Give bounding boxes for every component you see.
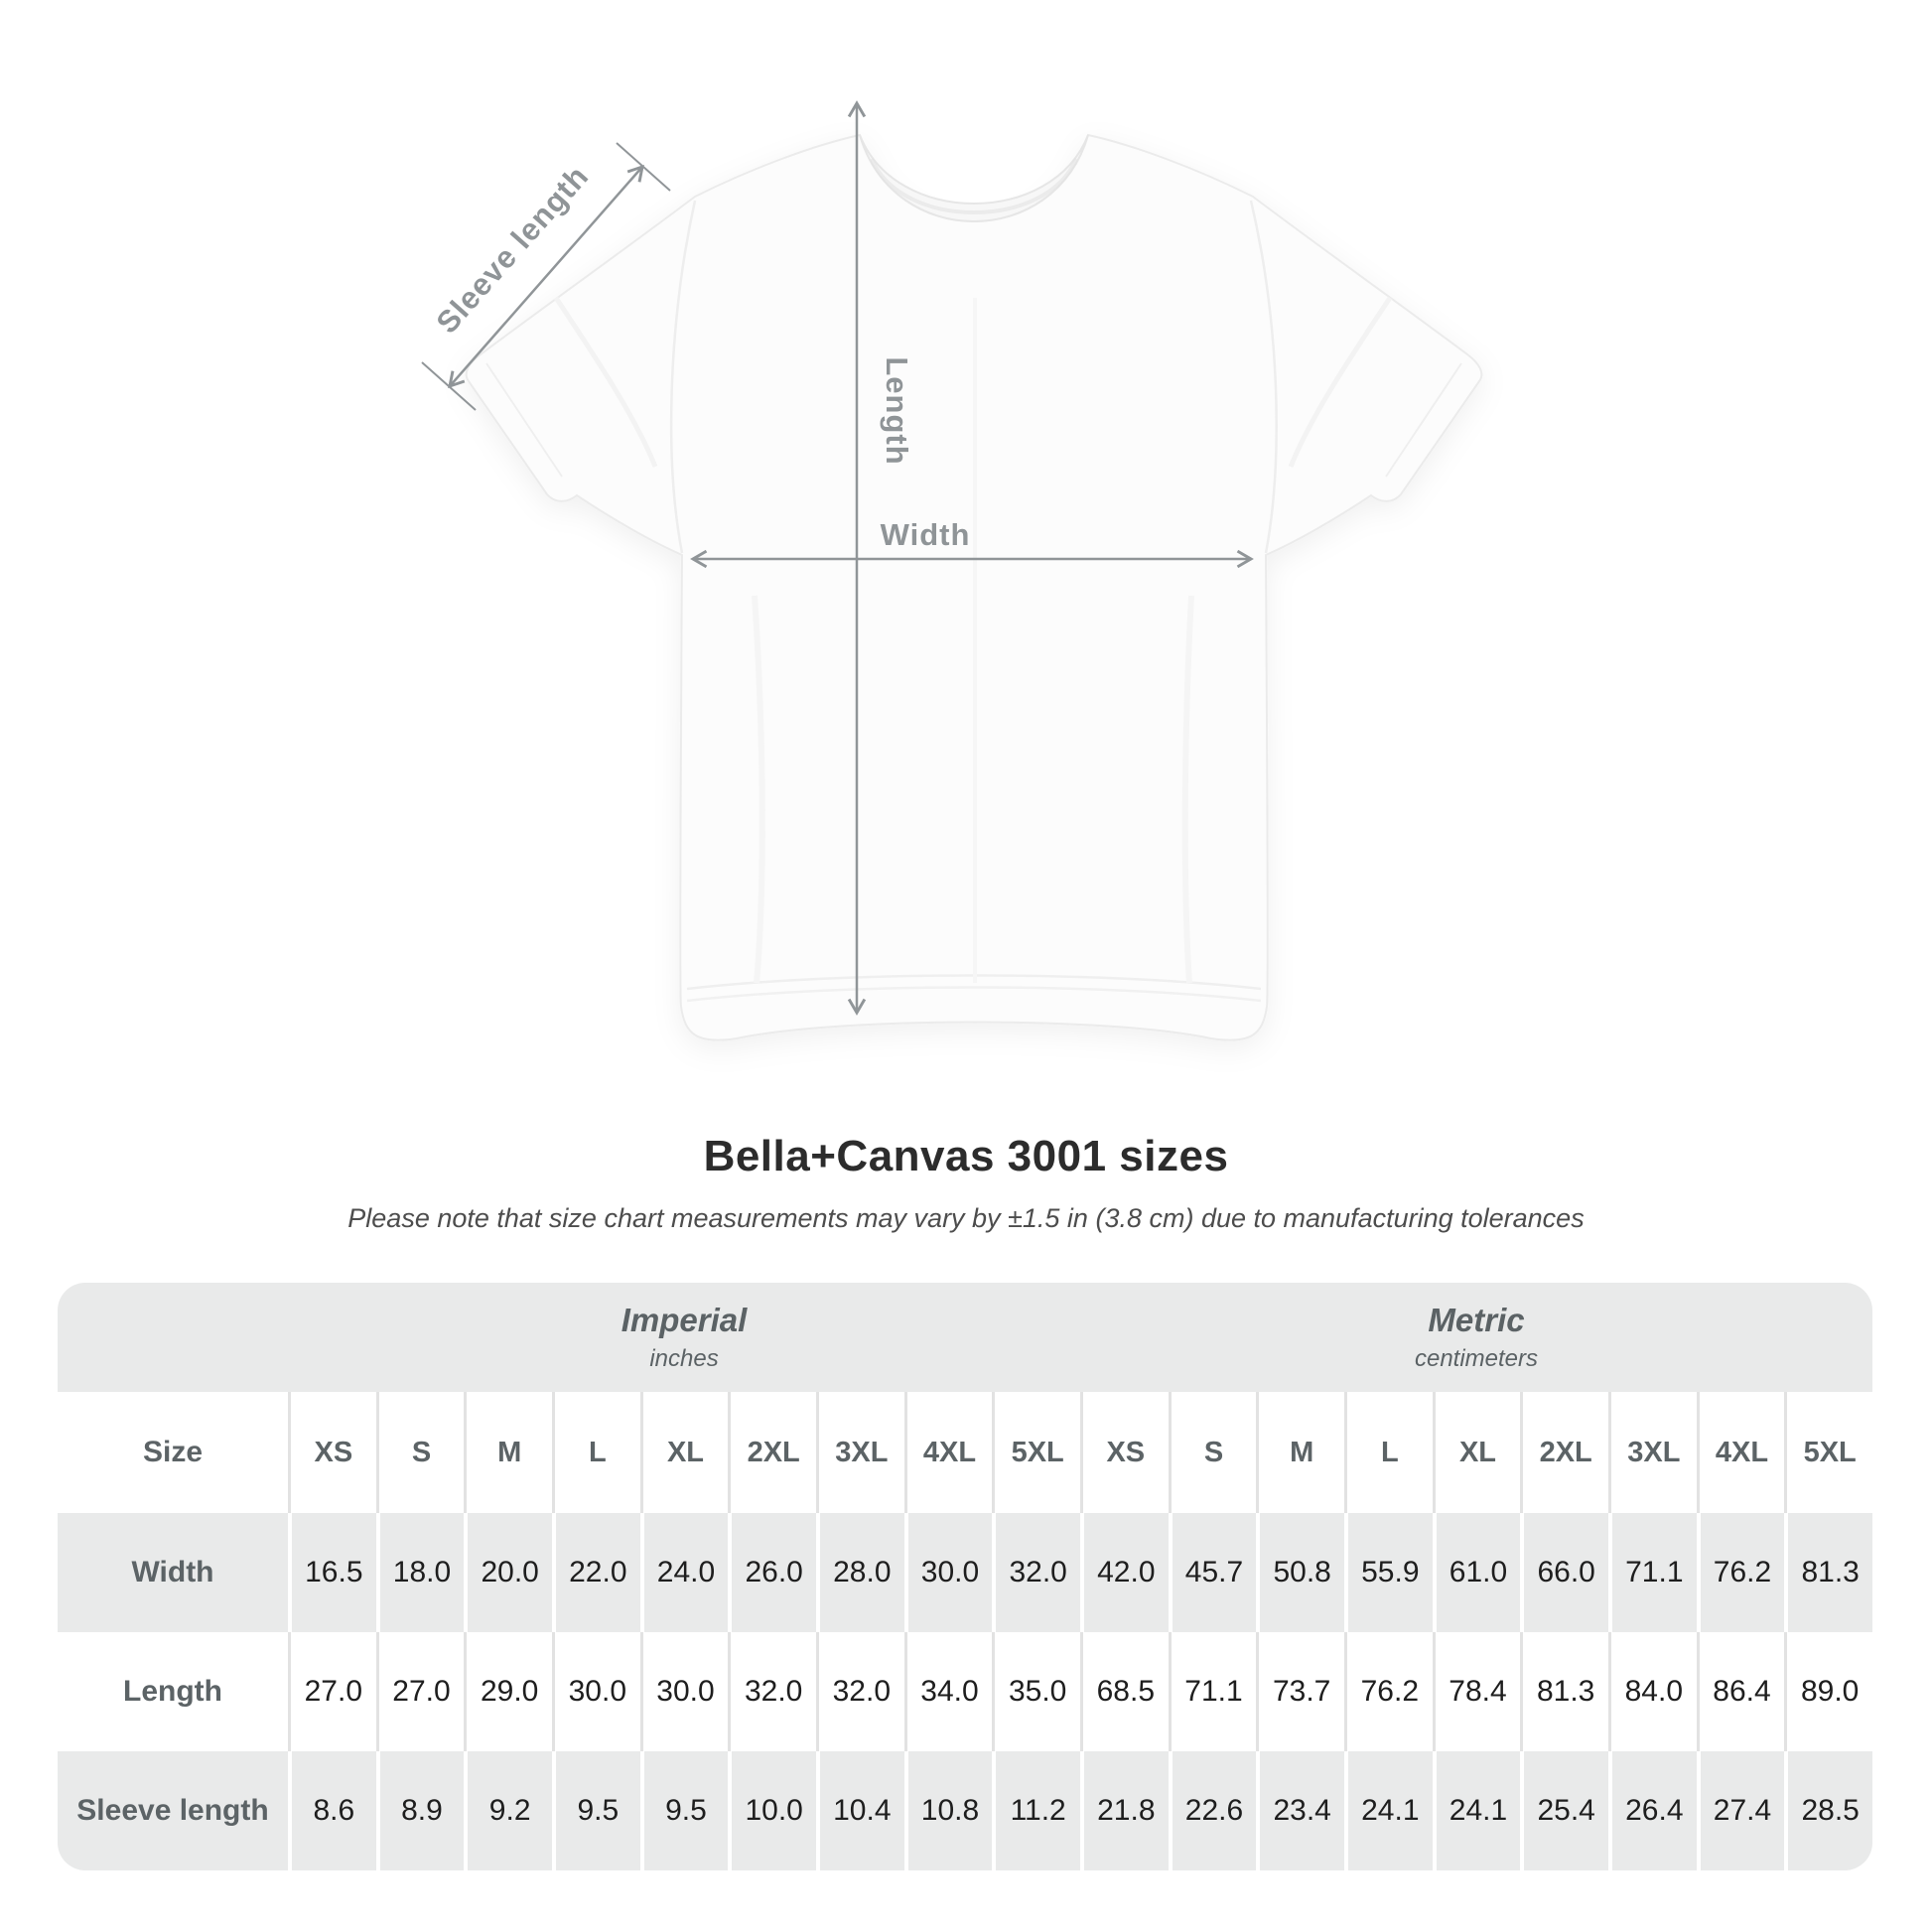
size-column-header: 3XL — [1607, 1392, 1697, 1513]
table-cell: 22.6 — [1168, 1751, 1257, 1870]
size-column-header: L — [1343, 1392, 1433, 1513]
table-cell: 25.4 — [1520, 1751, 1608, 1870]
row-header: Sleeve length — [76, 1794, 269, 1827]
table-cell: 71.1 — [1607, 1513, 1697, 1632]
table-cell: 22.0 — [551, 1513, 640, 1632]
size-column-header: XS — [288, 1392, 376, 1513]
table-cell: 26.0 — [728, 1513, 816, 1632]
length-label: Length — [880, 356, 914, 465]
table-row: Length 27.0 27.0 29.0 30.0 30.0 32.0 32.0 34.0 35… — [58, 1632, 1872, 1751]
table-cell: 34.0 — [903, 1632, 993, 1751]
table-cell: 32.0 — [728, 1632, 816, 1751]
table-cell: 27.0 — [288, 1632, 376, 1751]
table-cell: 24.1 — [1432, 1751, 1521, 1870]
table-cell: 9.5 — [639, 1751, 729, 1870]
table-cell: 24.1 — [1343, 1751, 1433, 1870]
table-cell: 30.0 — [903, 1513, 993, 1632]
table-cell: 8.9 — [375, 1751, 465, 1870]
row-header: Length — [123, 1675, 222, 1708]
width-label: Width — [881, 517, 971, 552]
size-column-header: 4XL — [1696, 1392, 1785, 1513]
table-cell: 61.0 — [1432, 1513, 1521, 1632]
table-cell: 8.6 — [288, 1751, 376, 1870]
table-cell: 28.0 — [815, 1513, 904, 1632]
table-cell: 35.0 — [992, 1632, 1080, 1751]
table-cell: 9.5 — [551, 1751, 640, 1870]
size-table-rows: Size XS S M L XL 2XL 3XL 4XL 5XL XS S M L XL 2XL 3XL 4XL 5… — [58, 1392, 1872, 1870]
table-cell: 30.0 — [639, 1632, 729, 1751]
metric-subtitle: centimeters — [1414, 1345, 1539, 1372]
table-cell: 89.0 — [1784, 1632, 1872, 1751]
row-header: Width — [131, 1556, 214, 1588]
table-cell: 20.0 — [464, 1513, 552, 1632]
table-cell: 73.7 — [1256, 1632, 1344, 1751]
size-column-header: M — [1256, 1392, 1344, 1513]
size-column-header: S — [1168, 1392, 1257, 1513]
size-column-header: XL — [1432, 1392, 1521, 1513]
table-cell: 81.3 — [1520, 1632, 1608, 1751]
imperial-subtitle: inches — [649, 1345, 719, 1372]
table-row: Sleeve length 8.6 8.9 9.2 9.5 9.5 10.0 10.4 10.8… — [58, 1751, 1872, 1870]
metric-title: Metric — [1428, 1302, 1525, 1338]
size-column-header: 2XL — [728, 1392, 816, 1513]
table-cell: 66.0 — [1520, 1513, 1608, 1632]
measurement-annotations — [421, 100, 1254, 1016]
table-cell: 71.1 — [1168, 1632, 1257, 1751]
table-cell: 26.4 — [1607, 1751, 1697, 1870]
imperial-title: Imperial — [621, 1302, 748, 1338]
table-row: Width 16.5 18.0 20.0 22.0 24.0 26.0 28.0 30.0 32.… — [58, 1513, 1872, 1632]
size-column-header: 4XL — [903, 1392, 993, 1513]
imperial-section-header: Imperial inches — [288, 1283, 1080, 1392]
table-cell: 9.2 — [464, 1751, 552, 1870]
table-cell: 27.4 — [1696, 1751, 1785, 1870]
table-cell: 18.0 — [375, 1513, 465, 1632]
size-table: Imperial inches Metric centimeters Size X… — [58, 1283, 1872, 1870]
size-column-header: L — [551, 1392, 640, 1513]
size-column-header: 5XL — [992, 1392, 1080, 1513]
size-column-header: M — [464, 1392, 552, 1513]
size-column-header: 5XL — [1784, 1392, 1872, 1513]
table-cell: 86.4 — [1696, 1632, 1785, 1751]
table-cell: 24.0 — [639, 1513, 729, 1632]
table-cell: 28.5 — [1784, 1751, 1872, 1870]
table-cell: 50.8 — [1256, 1513, 1344, 1632]
table-cell: 21.8 — [1079, 1751, 1169, 1870]
table-cell: 10.0 — [728, 1751, 816, 1870]
page-title: Bella+Canvas 3001 sizes — [703, 1132, 1229, 1180]
table-cell: 84.0 — [1607, 1632, 1697, 1751]
table-cell: 23.4 — [1256, 1751, 1344, 1870]
table-cell: 16.5 — [288, 1513, 376, 1632]
table-cell: 42.0 — [1079, 1513, 1169, 1632]
table-cell: 32.0 — [815, 1632, 904, 1751]
table-cell: 11.2 — [992, 1751, 1080, 1870]
size-corner-header: Size — [142, 1436, 204, 1468]
size-header-row: Size XS S M L XL 2XL 3XL 4XL 5XL XS S M L XL 2XL 3XL 4XL 5… — [58, 1392, 1872, 1513]
tshirt-graphic — [465, 133, 1483, 1041]
table-cell: 10.8 — [903, 1751, 993, 1870]
size-column-header: XL — [639, 1392, 729, 1513]
table-cell: 10.4 — [815, 1751, 904, 1870]
table-cell: 68.5 — [1079, 1632, 1169, 1751]
table-cell: 76.2 — [1696, 1513, 1785, 1632]
table-cell: 55.9 — [1343, 1513, 1433, 1632]
size-column-header: S — [375, 1392, 465, 1513]
table-cell: 78.4 — [1432, 1632, 1521, 1751]
size-column-header: XS — [1079, 1392, 1169, 1513]
units-header-band: Imperial inches Metric centimeters — [58, 1283, 1872, 1392]
table-cell: 27.0 — [375, 1632, 465, 1751]
size-column-header: 2XL — [1520, 1392, 1608, 1513]
table-cell: 32.0 — [992, 1513, 1080, 1632]
table-cell: 81.3 — [1784, 1513, 1872, 1632]
metric-section-header: Metric centimeters — [1080, 1283, 1872, 1392]
sleeve-length-arrow — [448, 164, 644, 389]
table-cell: 29.0 — [464, 1632, 552, 1751]
tshirt-measurement-diagram: Sleeve length Length Width — [421, 100, 1483, 1041]
table-cell: 45.7 — [1168, 1513, 1257, 1632]
size-column-header: 3XL — [815, 1392, 904, 1513]
table-cell: 76.2 — [1343, 1632, 1433, 1751]
tolerance-note: Please note that size chart measurements… — [347, 1203, 1585, 1233]
table-cell: 30.0 — [551, 1632, 640, 1751]
